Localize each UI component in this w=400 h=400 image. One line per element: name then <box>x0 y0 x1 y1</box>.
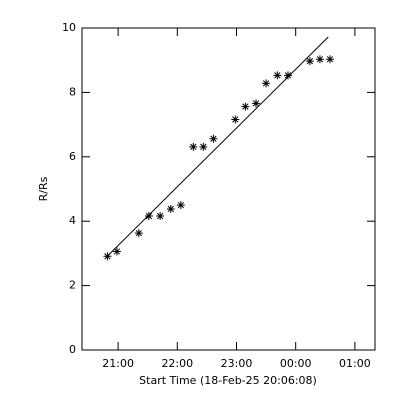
data-point <box>326 55 335 64</box>
x-tick-label: 01:00 <box>339 357 371 370</box>
data-point <box>315 55 324 64</box>
y-tick-label: 0 <box>69 343 76 356</box>
data-point <box>231 115 240 124</box>
y-tick-label: 4 <box>69 214 76 227</box>
data-point <box>144 212 153 221</box>
data-point <box>252 99 261 108</box>
data-point <box>262 79 271 88</box>
data-point <box>166 204 175 213</box>
y-tick-label: 6 <box>69 150 76 163</box>
y-tick-label: 8 <box>69 85 76 98</box>
plot-frame <box>81 27 376 351</box>
data-point <box>176 201 185 210</box>
data-point <box>199 142 208 151</box>
x-tick-label: 23:00 <box>221 357 253 370</box>
data-point <box>134 229 143 238</box>
fit-line <box>105 36 329 258</box>
data-point <box>273 71 282 80</box>
x-tick-label: 00:00 <box>280 357 312 370</box>
y-tick-label: 10 <box>62 21 76 34</box>
data-point <box>241 102 250 111</box>
data-point <box>156 212 165 221</box>
x-axis-label: Start Time (18-Feb-25 20:06:08) <box>139 374 317 387</box>
x-tick-label: 22:00 <box>161 357 193 370</box>
data-point <box>103 252 112 261</box>
data-point <box>112 247 121 256</box>
y-axis-label: R/Rs <box>37 176 50 201</box>
data-point <box>209 134 218 143</box>
data-point <box>283 71 292 80</box>
data-point <box>305 57 314 66</box>
data-point <box>189 142 198 151</box>
x-tick-label: 21:00 <box>102 357 134 370</box>
y-tick-label: 2 <box>69 279 76 292</box>
